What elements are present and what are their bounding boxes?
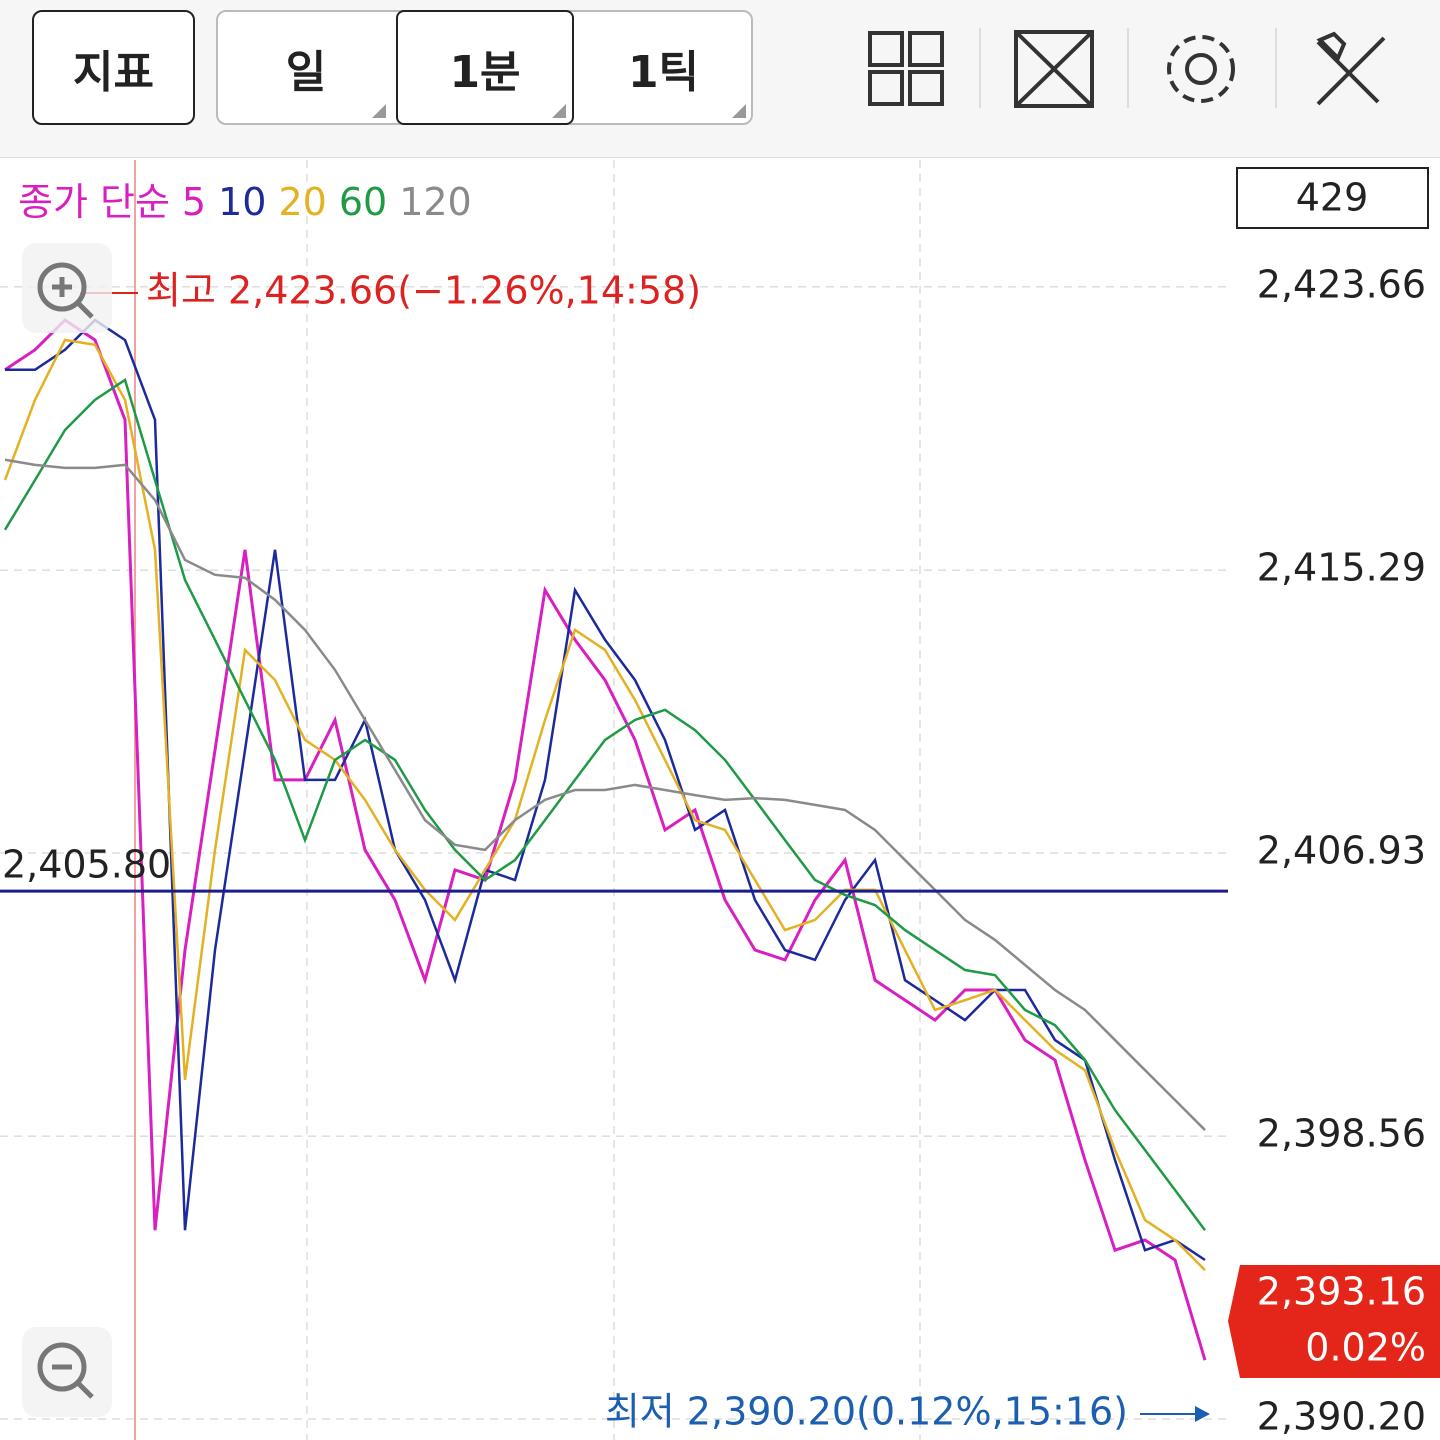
y-tick-label: 2,415.29 xyxy=(1257,546,1426,590)
fullscreen-icon[interactable] xyxy=(1014,30,1094,108)
indicator-button[interactable]: 지표 xyxy=(32,10,195,125)
high-annotation: 최고 2,423.66(−1.26%,14:58) xyxy=(146,269,701,313)
tools-icon[interactable] xyxy=(1316,31,1386,106)
current-change: 0.02% xyxy=(1305,1326,1426,1370)
series-line xyxy=(4,458,1206,1131)
reference-label: 2,405.80 xyxy=(2,843,171,887)
y-tick-label: 2,423.66 xyxy=(1257,262,1426,306)
current-price: 2,393.16 xyxy=(1257,1270,1426,1314)
y-tick-label: 2,398.56 xyxy=(1257,1112,1426,1156)
period-button[interactable]: 1틱 xyxy=(627,46,700,98)
legend-entry: 20 xyxy=(278,180,326,224)
series-line xyxy=(3,377,1207,1231)
series-line xyxy=(3,338,1206,1272)
price-box xyxy=(1228,1265,1440,1378)
y-tick-label: 2,390.20 xyxy=(1257,1395,1426,1439)
low-arrow xyxy=(1195,1406,1210,1422)
series-line xyxy=(4,318,1207,1361)
zoom-in[interactable] xyxy=(22,243,112,333)
legend-prefix: 종가 단순 xyxy=(18,180,170,224)
series-line xyxy=(5,318,1206,1262)
period-button[interactable]: 1분 xyxy=(396,10,574,125)
period-button[interactable]: 일 xyxy=(285,46,327,98)
legend-entry: 120 xyxy=(399,180,472,224)
layout-icon[interactable] xyxy=(868,31,944,106)
count: 429 xyxy=(1296,176,1369,220)
legend-entry: 10 xyxy=(218,180,266,224)
legend-entry: 60 xyxy=(339,180,387,224)
low-annotation: 최저 2,390.20(0.12%,15:16) xyxy=(605,1390,1128,1434)
y-tick-label: 2,406.93 xyxy=(1257,828,1426,872)
toolbar-icons xyxy=(372,28,1386,118)
legend-entry: 5 xyxy=(182,180,206,224)
zoom-out[interactable] xyxy=(22,1327,112,1417)
legend: 종가 단순 5 10 20 60 120 xyxy=(18,180,472,224)
count-box xyxy=(1236,167,1429,229)
toolbar: 지표 일 1분 1틱 xyxy=(0,0,1440,158)
settings-icon[interactable] xyxy=(1167,35,1235,103)
